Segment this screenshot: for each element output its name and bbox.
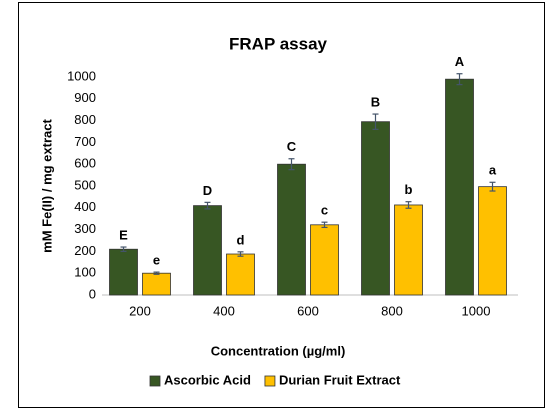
y-tick-label: 300 <box>74 221 96 236</box>
y-tick-label: 500 <box>74 177 96 192</box>
data-label: a <box>489 163 497 178</box>
data-label: e <box>153 253 160 268</box>
y-tick-label: 100 <box>74 265 96 280</box>
data-label: A <box>455 54 465 69</box>
bar <box>142 272 171 296</box>
bar <box>361 121 390 296</box>
data-label: D <box>203 183 212 198</box>
y-axis-label: mM Fe(II) / mg extract <box>39 119 54 253</box>
chart-title: FRAP assay <box>229 34 328 53</box>
bar <box>277 163 306 296</box>
data-label: B <box>371 94 380 109</box>
y-tick-label: 0 <box>89 286 96 301</box>
bar <box>310 224 339 296</box>
y-tick-label: 1000 <box>67 68 96 83</box>
y-tick-label: 400 <box>74 199 96 214</box>
error-bar <box>405 201 412 209</box>
data-label: b <box>405 182 413 197</box>
y-tick-label: 800 <box>74 112 96 127</box>
x-tick-label: 800 <box>381 303 403 318</box>
y-tick-label: 900 <box>74 90 96 105</box>
x-axis-label: Concentration (µg/ml) <box>211 343 346 358</box>
bar <box>445 78 474 296</box>
bar <box>226 253 255 296</box>
legend-swatch <box>149 375 161 387</box>
error-bar <box>489 181 496 192</box>
error-bar <box>237 251 244 257</box>
data-label: d <box>237 232 245 247</box>
error-bar <box>372 113 379 130</box>
data-label: C <box>287 139 297 154</box>
bar <box>193 205 222 296</box>
bar <box>109 248 138 296</box>
x-tick-label: 600 <box>297 303 319 318</box>
legend-label: Ascorbic Acid <box>164 372 251 387</box>
x-tick-label: 1000 <box>462 303 491 318</box>
error-bar <box>456 73 463 86</box>
y-tick-label: 700 <box>74 134 96 149</box>
error-bar <box>153 271 160 275</box>
data-label: E <box>119 227 128 242</box>
data-label: c <box>321 203 328 218</box>
error-bar <box>288 158 295 171</box>
x-tick-label: 400 <box>213 303 235 318</box>
y-tick-label: 200 <box>74 243 96 258</box>
bar <box>394 204 423 296</box>
legend-label: Durian Fruit Extract <box>279 372 401 387</box>
y-tick-label: 600 <box>74 156 96 171</box>
bar <box>478 186 507 296</box>
legend-swatch <box>264 375 276 387</box>
error-bar <box>321 221 328 229</box>
error-bar <box>204 201 211 210</box>
error-bar <box>120 246 127 252</box>
x-tick-label: 200 <box>129 303 151 318</box>
